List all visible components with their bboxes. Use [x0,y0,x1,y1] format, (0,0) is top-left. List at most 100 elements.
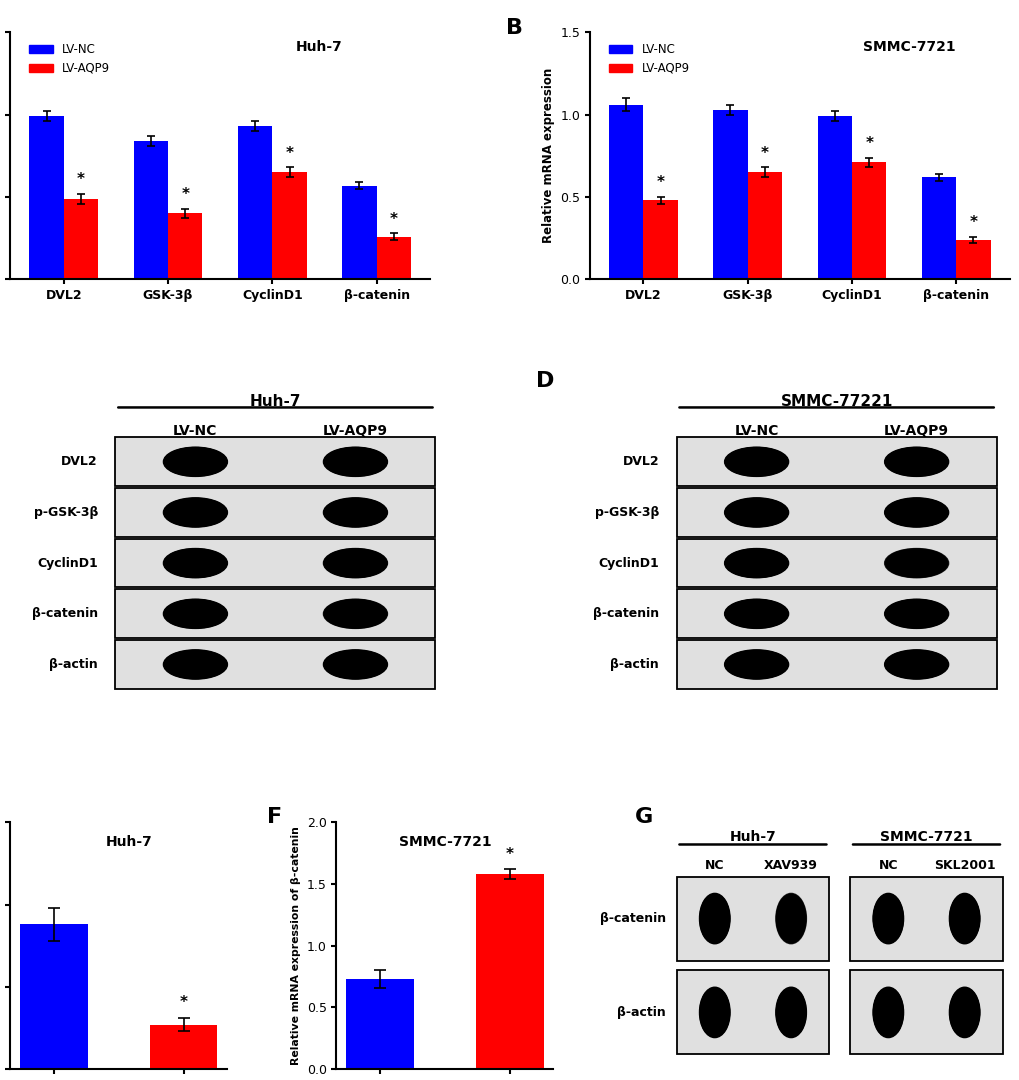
Ellipse shape [880,1001,895,1024]
Ellipse shape [739,555,773,571]
Ellipse shape [331,501,379,524]
Ellipse shape [323,498,387,527]
Ellipse shape [328,652,382,677]
Text: β-actin: β-actin [49,658,98,671]
Bar [849,971,1002,1054]
Ellipse shape [743,456,768,468]
Ellipse shape [742,507,770,518]
Text: *: * [968,215,976,230]
Ellipse shape [742,658,770,671]
Ellipse shape [332,451,378,472]
Ellipse shape [335,605,375,623]
Ellipse shape [344,660,366,670]
Text: p-GSK-3β: p-GSK-3β [34,505,98,519]
Text: β-actin: β-actin [616,1005,665,1018]
Ellipse shape [182,659,209,671]
Ellipse shape [747,661,764,669]
Ellipse shape [880,1001,895,1024]
Bar [115,488,435,537]
Ellipse shape [177,657,213,673]
Ellipse shape [883,1005,892,1020]
Bar [30,117,63,280]
Ellipse shape [953,995,974,1030]
Bar [849,877,1002,960]
Ellipse shape [709,912,718,926]
Ellipse shape [736,453,776,471]
Text: *: * [285,146,293,161]
Ellipse shape [330,653,380,676]
Text: SMMC-7721: SMMC-7721 [862,40,955,54]
Ellipse shape [890,450,942,473]
Ellipse shape [903,608,929,620]
Ellipse shape [343,608,367,619]
Ellipse shape [183,457,207,468]
Ellipse shape [783,999,799,1026]
Ellipse shape [728,551,784,576]
Ellipse shape [184,457,206,467]
Ellipse shape [734,654,779,675]
Ellipse shape [337,555,373,571]
Ellipse shape [784,1001,798,1024]
Ellipse shape [706,1000,721,1025]
Ellipse shape [178,454,212,470]
Ellipse shape [883,549,948,578]
Ellipse shape [886,448,947,475]
Ellipse shape [176,454,214,471]
Ellipse shape [331,552,379,575]
Bar [20,924,88,1069]
Ellipse shape [730,501,782,524]
Ellipse shape [341,456,369,469]
Ellipse shape [707,1001,721,1024]
Ellipse shape [701,990,728,1034]
Ellipse shape [730,500,783,525]
Ellipse shape [170,501,220,524]
Ellipse shape [341,556,369,569]
Ellipse shape [878,904,897,933]
Ellipse shape [333,654,377,675]
Ellipse shape [887,651,946,678]
Ellipse shape [336,656,374,673]
Ellipse shape [165,599,225,627]
Ellipse shape [701,991,727,1034]
Ellipse shape [708,909,719,928]
Ellipse shape [706,906,721,931]
Ellipse shape [326,550,384,577]
Ellipse shape [775,988,805,1037]
Ellipse shape [179,607,211,621]
Ellipse shape [169,500,222,525]
Ellipse shape [888,551,944,576]
Ellipse shape [784,1001,797,1024]
Bar [115,640,435,689]
Ellipse shape [890,652,943,676]
Ellipse shape [883,650,948,679]
Ellipse shape [894,502,937,523]
Ellipse shape [781,902,801,935]
Ellipse shape [699,894,729,943]
Ellipse shape [175,554,216,572]
Ellipse shape [884,447,947,476]
Ellipse shape [905,609,926,619]
Ellipse shape [890,500,943,525]
Legend: LV-NC, LV-AQP9: LV-NC, LV-AQP9 [603,38,694,80]
Ellipse shape [169,551,222,576]
Ellipse shape [874,990,901,1034]
Ellipse shape [171,450,219,473]
Ellipse shape [781,903,800,934]
Ellipse shape [954,903,973,934]
Ellipse shape [329,501,381,524]
Ellipse shape [178,555,212,570]
Ellipse shape [881,1003,893,1022]
Ellipse shape [739,606,773,622]
Ellipse shape [163,599,227,629]
Ellipse shape [740,606,772,621]
Ellipse shape [903,507,929,518]
Ellipse shape [877,902,898,935]
Ellipse shape [346,661,364,669]
Ellipse shape [959,1003,969,1021]
Ellipse shape [744,557,767,568]
Ellipse shape [888,651,944,677]
Ellipse shape [325,651,385,678]
Ellipse shape [327,600,383,626]
Ellipse shape [874,990,901,1035]
Ellipse shape [901,658,930,672]
